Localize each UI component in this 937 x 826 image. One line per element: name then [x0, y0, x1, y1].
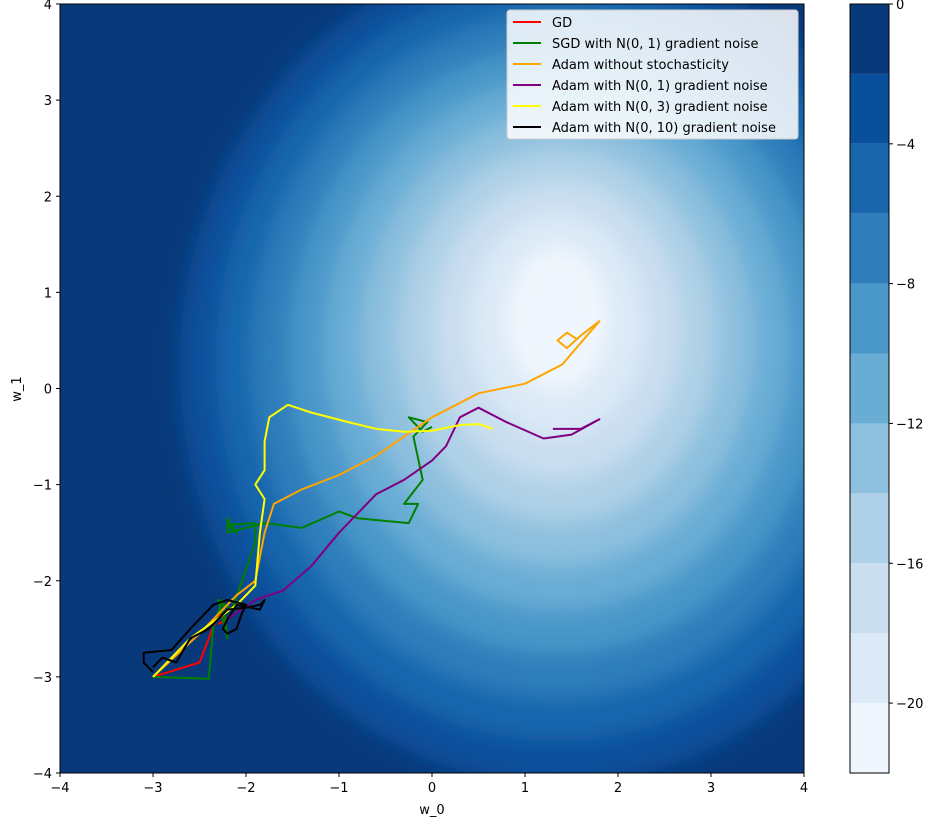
colorbar-bands	[850, 4, 889, 773]
contour-band	[506, 246, 609, 392]
y-tick-label: −3	[33, 671, 52, 686]
trajectories	[142, 320, 601, 680]
legend-label: SGD with N(0, 1) gradient noise	[552, 37, 758, 52]
series-line-5	[142, 599, 266, 673]
y-axis-ticks: −4 −3 −2 −1 0 1 2 3 4	[33, 0, 60, 782]
colorbar-band	[850, 633, 889, 704]
x-axis-ticks: −4 −3 −2 −1 0 1 2 3 4	[50, 773, 808, 796]
legend: GD SGD with N(0, 1) gradient noise Adam wi…	[506, 9, 799, 140]
legend-label: GD	[552, 16, 572, 31]
x-tick-label: 4	[800, 781, 808, 796]
colorbar-band	[850, 283, 889, 354]
colorbar-band	[850, 143, 889, 214]
x-tick-label: 3	[707, 781, 715, 796]
x-tick-label: −3	[143, 781, 162, 796]
y-tick-label: 3	[44, 94, 52, 109]
colorbar-band	[850, 213, 889, 284]
plot-area: −4 −3 −2 −1 0 1 2 3 4 −4 −3 −2 −1 0 1 2 3 4 w_0 w_1	[10, 0, 808, 818]
legend-label: Adam with N(0, 10) gradient noise	[552, 121, 776, 136]
colorbar-tick-label: −4	[896, 138, 915, 153]
y-tick-label: 1	[44, 286, 52, 301]
colorbar-band	[850, 353, 889, 424]
legend-label: Adam without stochasticity	[552, 58, 729, 73]
contour-bands	[179, 4, 804, 773]
colorbar-tick-label: −16	[896, 557, 923, 572]
colorbar-band	[850, 493, 889, 564]
x-tick-label: 1	[521, 781, 529, 796]
legend-label: Adam with N(0, 3) gradient noise	[552, 100, 768, 115]
y-axis-label: w_1	[10, 376, 25, 401]
colorbar-tick-label: 0	[896, 0, 904, 13]
x-tick-label: 2	[614, 781, 622, 796]
colorbar: 0 −4 −8 −12 −16 −20	[849, 0, 923, 774]
x-tick-label: −2	[236, 781, 255, 796]
legend-label: Adam with N(0, 1) gradient noise	[552, 79, 768, 94]
x-axis-label: w_0	[419, 803, 444, 818]
colorbar-tick-label: −8	[896, 278, 915, 293]
x-tick-label: −4	[50, 781, 69, 796]
colorbar-band	[850, 73, 889, 144]
colorbar-ticks: 0 −4 −8 −12 −16 −20	[889, 0, 923, 712]
colorbar-frame	[849, 3, 890, 774]
colorbar-tick-label: −20	[896, 697, 923, 712]
colorbar-band	[850, 4, 889, 74]
x-tick-label: −1	[329, 781, 348, 796]
series-line-4	[152, 403, 493, 678]
x-tick-label: 0	[428, 781, 436, 796]
legend-box	[506, 9, 799, 140]
colorbar-band	[850, 703, 889, 773]
y-tick-label: −4	[33, 767, 52, 782]
colorbar-tick-label: −12	[896, 417, 923, 432]
colorbar-band	[850, 423, 889, 494]
contour-background	[60, 4, 804, 773]
y-tick-label: 4	[44, 0, 52, 13]
colorbar-band	[850, 563, 889, 634]
y-tick-label: −2	[33, 575, 52, 590]
y-tick-label: 0	[44, 383, 52, 398]
series-line-3	[226, 406, 601, 621]
y-tick-label: −1	[33, 479, 52, 494]
y-tick-label: 2	[44, 190, 52, 205]
